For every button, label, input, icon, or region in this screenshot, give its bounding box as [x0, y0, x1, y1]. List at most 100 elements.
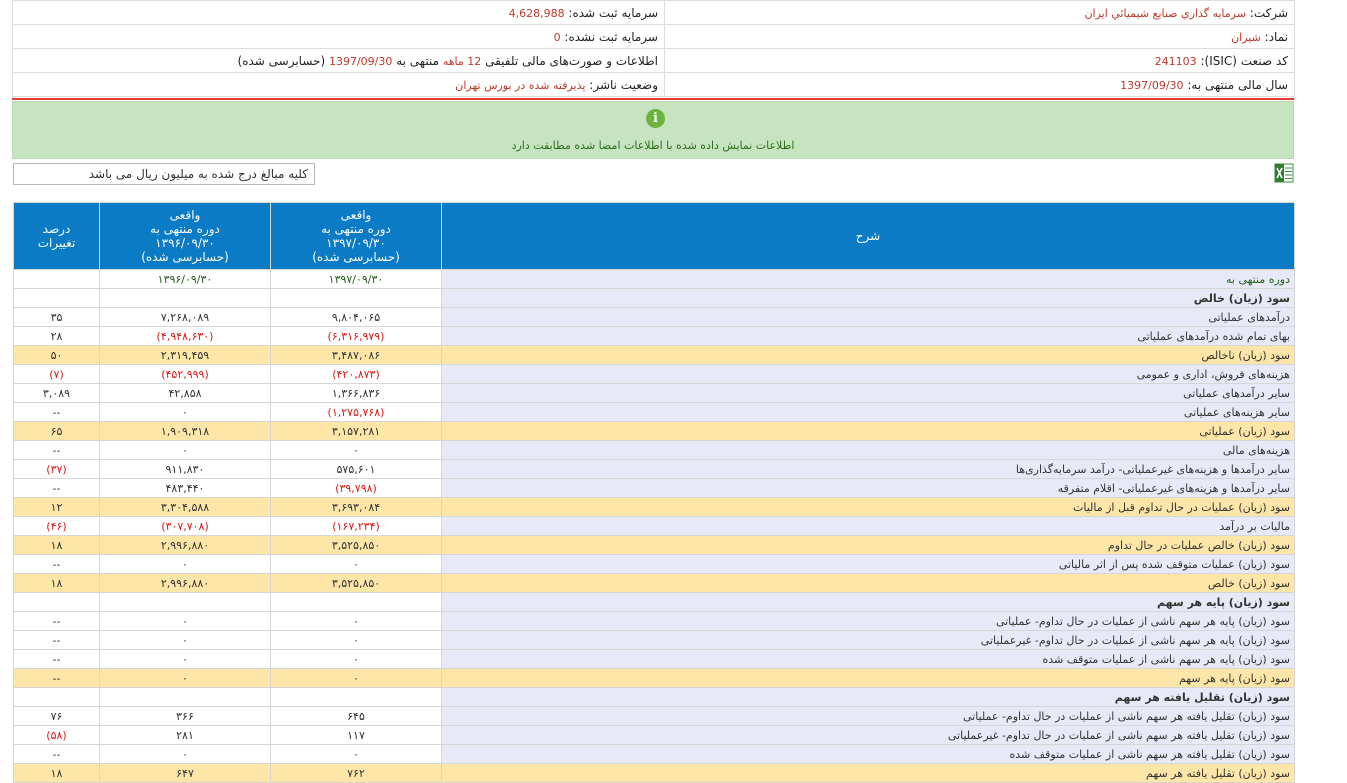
row-value-1396: (۴۵۲,۹۹۹) [99, 364, 271, 384]
row-change-percent [13, 687, 100, 707]
unit-note-text: کلیه مبالغ درج شده به میلیون ریال می باش… [88, 167, 308, 181]
page-wrapper: شرکت: سرمايه گذاري صنايع شيميائي ايران س… [12, 0, 1295, 783]
header-c2-l4: (حسابرسی شده) [141, 250, 229, 264]
company-label: شرکت: [1249, 5, 1288, 20]
row-change-percent: -- [13, 744, 100, 764]
row-value-1397: ۱,۳۶۶,۸۳۶ [270, 383, 442, 403]
row-value-1396: ۰ [99, 668, 271, 688]
row-desc: سایر هزینه‌های عملیاتی [441, 402, 1295, 422]
row-value-1396: ۰ [99, 630, 271, 650]
row-value-1396: ۰ [99, 744, 271, 764]
row-value-1397: ۶۴۵ [270, 706, 442, 726]
row-change-percent: ۵۰ [13, 345, 100, 365]
company-value[interactable]: سرمايه گذاري صنايع شيميائي ايران [1084, 6, 1246, 20]
row-desc: سود (زیان) تقلیل یافته هر سهم [441, 687, 1295, 707]
table-row: سود (زیان) عملیاتی ۳,۱۵۷,۲۸۱ ۱,۹۰۹,۳۱۸ ۶۵ [13, 421, 1295, 441]
row-change-percent: ۳,۰۸۹ [13, 383, 100, 403]
table-row: سایر هزینه‌های عملیاتی (۱,۲۷۵,۷۶۸) ۰ -- [13, 402, 1295, 422]
fiscal-year-label: سال مالی منتهی به: [1187, 77, 1288, 92]
header-c2-l2: دوره منتهی به [150, 222, 220, 236]
symbol-value[interactable]: شیران [1231, 30, 1261, 44]
row-value-1396: (۴,۹۴۸,۶۳۰) [99, 326, 271, 346]
row-value-1396: ۷,۲۶۸,۰۸۹ [99, 307, 271, 327]
excel-export-icon[interactable] [1274, 163, 1294, 183]
row-desc: سود (زیان) تقلیل یافته هر سهم ناشی از عم… [441, 706, 1295, 726]
report-suffix: (حسابرسی شده) [237, 53, 326, 68]
table-row: سود (زیان) تقلیل یافته هر سهم ناشی از عم… [13, 744, 1295, 764]
header-c1-l1: واقعی [340, 208, 372, 222]
table-row: سایر درآمدها و هزینه‌های غیرعملیاتی- درآ… [13, 459, 1295, 479]
report-period: 12 ماهه [442, 54, 482, 68]
row-desc: سایر درآمدها و هزینه‌های غیرعملیاتی- درآ… [441, 459, 1295, 479]
row-value-1397: ۰ [270, 554, 442, 574]
row-desc: سایر درآمدهای عملیاتی [441, 383, 1295, 403]
row-change-percent [13, 592, 100, 612]
row-change-percent: ۲۸ [13, 326, 100, 346]
row-value-1396: ۰ [99, 402, 271, 422]
row-change-percent: ۶۵ [13, 421, 100, 441]
row-value-1396: ۲۸۱ [99, 725, 271, 745]
publisher-status-cell: وضعیت ناشر: پذیرفته شده در بورس تهران [12, 72, 665, 97]
row-value-1397: ۰ [270, 744, 442, 764]
report-prefix: اطلاعات و صورت‌های مالی تلفیقی [485, 53, 658, 68]
row-change-percent [13, 288, 100, 308]
row-desc: درآمدهای عملیاتی [441, 307, 1295, 327]
header-period-1397: واقعی دوره منتهی به ۱۳۹۷/۰۹/۳۰ (حسابرسی … [270, 202, 442, 270]
income-statement-table: شرح واقعی دوره منتهی به ۱۳۹۷/۰۹/۳۰ (حساب… [13, 202, 1295, 783]
row-desc: سود (زیان) تقلیل یافته هر سهم [441, 763, 1295, 783]
row-change-percent: ۳۵ [13, 307, 100, 327]
table-row: درآمدهای عملیاتی ۹,۸۰۴,۰۶۵ ۷,۲۶۸,۰۸۹ ۳۵ [13, 307, 1295, 327]
row-change-percent: (۴۶) [13, 516, 100, 536]
registered-capital-label: سرمایه ثبت شده: [568, 5, 658, 20]
row-change-percent: -- [13, 554, 100, 574]
row-change-percent: -- [13, 440, 100, 460]
row-value-1397: ۰ [270, 611, 442, 631]
row-value-1396: ۰ [99, 611, 271, 631]
table-row: سود (زیان) عملیات متوقف شده پس از اثر ما… [13, 554, 1295, 574]
table-row: دوره منتهی به ۱۳۹۷/۰۹/۳۰ ۱۳۹۶/۰۹/۳۰ [13, 269, 1295, 289]
row-value-1396: ۳۶۶ [99, 706, 271, 726]
row-value-1396: ۲,۹۹۶,۸۸۰ [99, 535, 271, 555]
notice-text: اطلاعات نمایش داده شده با اطلاعات امضا ش… [511, 139, 795, 152]
row-value-1396: ۴۸۳,۴۴۰ [99, 478, 271, 498]
header-change-percent: درصد تغییرات [13, 202, 100, 270]
unregistered-capital-value: 0 [553, 30, 561, 44]
verification-notice: i اطلاعات نمایش داده شده با اطلاعات امضا… [12, 101, 1294, 159]
row-value-1396: ۱۳۹۶/۰۹/۳۰ [99, 269, 271, 289]
row-change-percent: ۱۸ [13, 763, 100, 783]
row-change-percent: ۱۸ [13, 535, 100, 555]
table-row: سایر درآمدها و هزینه‌های غیرعملیاتی- اقل… [13, 478, 1295, 498]
row-desc: سایر درآمدها و هزینه‌های غیرعملیاتی- اقل… [441, 478, 1295, 498]
row-desc: هزینه‌های فروش، اداری و عمومی [441, 364, 1295, 384]
row-desc: سود (زیان) تقلیل یافته هر سهم ناشی از عم… [441, 725, 1295, 745]
row-value-1397: (۳۹,۷۹۸) [270, 478, 442, 498]
row-value-1397: (۴۲۰,۸۷۳) [270, 364, 442, 384]
report-date: 1397/09/30 [328, 54, 393, 68]
row-desc: مالیات بر درآمد [441, 516, 1295, 536]
table-row: سود (زیان) پایه هر سهم ۰ ۰ -- [13, 668, 1295, 688]
divider [12, 98, 1294, 100]
report-title-cell: اطلاعات و صورت‌های مالی تلفیقی 12 ماهه م… [12, 48, 665, 73]
table-header-row: شرح واقعی دوره منتهی به ۱۳۹۷/۰۹/۳۰ (حساب… [13, 202, 1295, 270]
row-desc: سود (زیان) عملیات در حال تداوم قبل از ما… [441, 497, 1295, 517]
row-value-1397: ۰ [270, 630, 442, 650]
row-desc: سود (زیان) پایه هر سهم ناشی از عملیات در… [441, 611, 1295, 631]
symbol-label: نماد: [1264, 29, 1288, 44]
row-value-1396: ۲,۳۱۹,۴۵۹ [99, 345, 271, 365]
table-row: سود (زیان) پایه هر سهم ناشی از عملیات در… [13, 611, 1295, 631]
row-change-percent: -- [13, 630, 100, 650]
row-value-1397: (۱۶۷,۲۳۴) [270, 516, 442, 536]
row-value-1397: ۱۱۷ [270, 725, 442, 745]
row-desc: بهای تمام شده درآمدهای عملیاتی [441, 326, 1295, 346]
table-row: سود (زیان) خالص [13, 288, 1295, 308]
row-change-percent: ۱۸ [13, 573, 100, 593]
row-value-1396 [99, 592, 271, 612]
table-row: سود (زیان) پایه هر سهم ناشی از عملیات در… [13, 630, 1295, 650]
row-value-1397: ۰ [270, 668, 442, 688]
table-row: سود (زیان) تقلیل یافته هر سهم ناشی از عم… [13, 725, 1295, 745]
row-desc: سود (زیان) خالص [441, 288, 1295, 308]
row-desc: سود (زیان) ناخالص [441, 345, 1295, 365]
fiscal-year-value: 1397/09/30 [1120, 78, 1184, 92]
row-value-1396: ۰ [99, 649, 271, 669]
fiscal-year-cell: سال مالی منتهی به: 1397/09/30 [664, 72, 1295, 97]
